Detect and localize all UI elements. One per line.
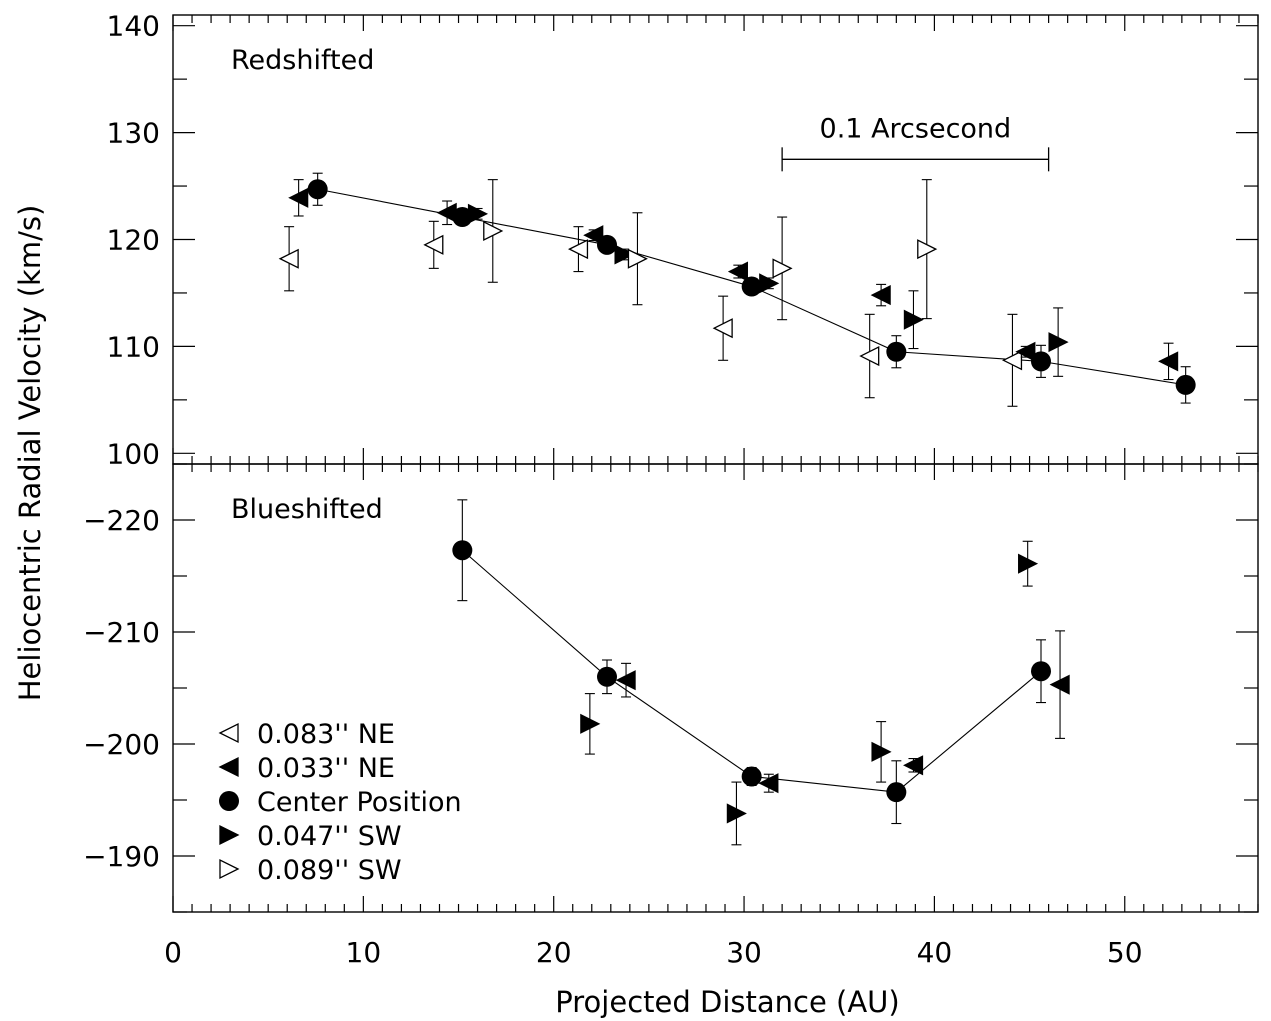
filled-right-triangle-point <box>219 824 240 846</box>
filled-right-triangle-point <box>903 309 924 330</box>
panel-label-blueshifted: Blueshifted <box>231 494 383 525</box>
scale-bar-label: 0.1 Arcsecond <box>820 113 1012 144</box>
open-right-triangle-point <box>917 239 938 260</box>
x-axis-title: Projected Distance (AU) <box>555 985 899 1019</box>
filled-right-triangle-point <box>1018 553 1039 574</box>
open-left-triangle-point <box>712 318 733 339</box>
filled-right-triangle-point <box>726 803 747 824</box>
filled-right-triangle-point <box>467 203 489 224</box>
series-sw089-redshifted <box>483 179 938 321</box>
open-left-triangle-point <box>278 248 299 269</box>
filled-right-triangle-point <box>614 244 635 265</box>
filled-right-triangle-point <box>1048 332 1069 353</box>
open-right-triangle-point <box>627 248 648 269</box>
legend-label: 0.083'' NE <box>257 719 395 750</box>
y-tick-label: −190 <box>83 840 160 873</box>
series-ne083-redshifted <box>278 220 1023 407</box>
legend-label: Center Position <box>257 787 462 818</box>
legend-label: 0.089'' SW <box>257 855 402 886</box>
center-position-point <box>1031 661 1051 682</box>
x-tick-label: 30 <box>726 936 762 969</box>
open-right-triangle-point <box>219 858 240 880</box>
series-center-redshifted <box>307 172 1196 404</box>
center-position-point <box>741 766 762 787</box>
center-position-point <box>597 234 617 255</box>
panel-label-redshifted: Redshifted <box>231 45 374 76</box>
center-position-point <box>307 179 328 200</box>
y-tick-label: 130 <box>107 117 160 150</box>
open-left-triangle-point <box>567 239 589 260</box>
y-tick-label: 140 <box>107 10 160 43</box>
open-right-triangle-point <box>772 258 793 279</box>
filled-left-triangle-point <box>727 261 748 282</box>
x-tick-label: 40 <box>917 936 953 969</box>
filled-left-triangle-point <box>583 225 604 246</box>
center-position-point <box>452 540 473 561</box>
x-tick-label: 10 <box>346 936 382 969</box>
y-tick-label: 120 <box>107 224 160 257</box>
filled-left-triangle-point <box>1049 674 1070 695</box>
center-position-point <box>1175 374 1196 395</box>
y-tick-label: 100 <box>107 437 160 470</box>
filled-left-triangle-point <box>615 670 636 691</box>
filled-right-triangle-point <box>759 273 780 294</box>
center-position-point <box>219 791 239 811</box>
center-position-point <box>741 276 762 297</box>
center-position-point <box>597 666 617 687</box>
y-tick-label: −210 <box>83 616 160 649</box>
center-position-point <box>452 207 473 228</box>
filled-left-triangle-point <box>218 756 239 778</box>
center-position-point <box>1031 351 1051 372</box>
x-tick-label: 0 <box>164 936 182 969</box>
open-left-triangle-point <box>423 234 444 255</box>
series-ne033-redshifted <box>288 179 1179 381</box>
series-sw047-blueshifted <box>580 540 1039 846</box>
filled-left-triangle-point <box>1158 351 1179 372</box>
center-connecting-line <box>461 549 1042 793</box>
filled-left-triangle-point <box>1015 341 1036 362</box>
series-ne033-blueshifted <box>615 630 1070 794</box>
y-tick-label: 110 <box>107 330 160 363</box>
open-right-triangle-point <box>483 220 504 241</box>
y-tick-label: −200 <box>83 728 160 761</box>
open-left-triangle-point <box>1001 350 1023 371</box>
filled-left-triangle-point <box>758 773 779 794</box>
filled-left-triangle-point <box>870 285 891 306</box>
legend-label: 0.047'' SW <box>257 821 402 852</box>
center-position-point <box>886 341 907 362</box>
legend-label: 0.033'' NE <box>257 753 395 784</box>
x-tick-label: 20 <box>536 936 572 969</box>
open-left-triangle-point <box>859 345 880 367</box>
filled-left-triangle-point <box>903 755 924 776</box>
filled-left-triangle-point <box>288 187 309 208</box>
center-position-point <box>886 782 907 803</box>
filled-right-triangle-point <box>871 741 892 762</box>
y-axis-title: Heliocentric Radial Velocity (km/s) <box>13 205 47 702</box>
series-sw047-redshifted <box>467 203 1069 377</box>
x-tick-label: 50 <box>1107 936 1143 969</box>
panel-frame-1 <box>172 14 1259 465</box>
y-tick-label: −220 <box>83 504 160 537</box>
series-center-blueshifted <box>452 499 1051 825</box>
open-left-triangle-point <box>218 722 239 744</box>
filled-right-triangle-point <box>580 713 601 734</box>
